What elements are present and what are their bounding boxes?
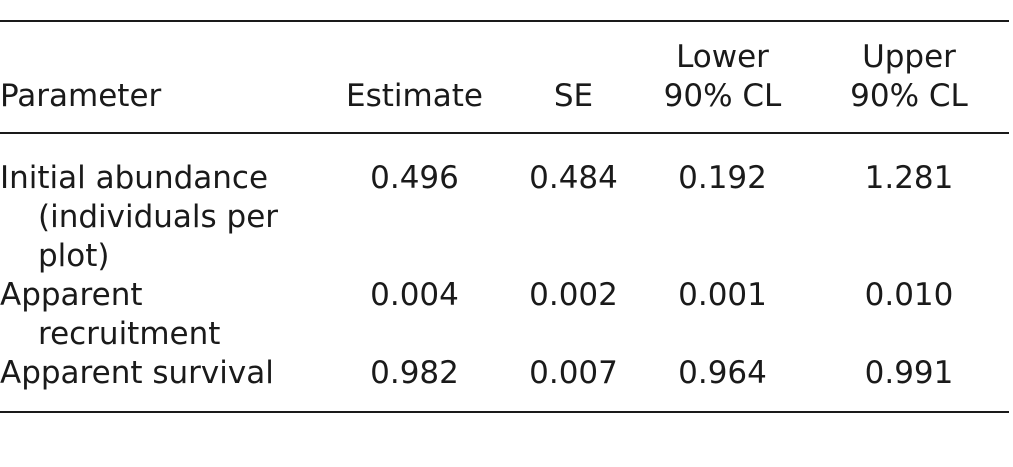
header-estimate: Estimate (346, 78, 483, 114)
top-rule (0, 20, 1009, 22)
header-upper-line1: Upper (862, 39, 956, 75)
header-lower-line2: 90% CL (663, 78, 782, 114)
header-se: SE (553, 78, 594, 114)
row-estimate: 0.496 (370, 160, 459, 196)
table-row: Initial abundance (individuals per plot)… (0, 133, 1009, 276)
header-upper-cl: Upper 90% CL (809, 22, 1009, 133)
row-parameter: Apparent recruitment (0, 277, 221, 352)
row-lower-cl: 0.001 (678, 277, 767, 313)
row-se: 0.007 (529, 355, 618, 391)
estimates-table: Parameter Estimate SE Lower 90% CL Upper… (0, 22, 1009, 411)
row-upper-cl: 1.281 (864, 160, 954, 196)
row-upper-cl: 0.991 (864, 355, 954, 391)
bottom-rule (0, 411, 1009, 413)
row-estimate: 0.004 (370, 277, 459, 313)
row-se: 0.002 (529, 277, 618, 313)
row-lower-cl: 0.964 (678, 355, 767, 391)
table-header: Parameter Estimate SE Lower 90% CL Upper… (0, 22, 1009, 133)
table-row: Apparent recruitment 0.004 0.002 0.001 0… (0, 276, 1009, 354)
row-parameter: Apparent survival (0, 355, 274, 391)
row-lower-cl: 0.192 (678, 160, 767, 196)
header-parameter: Parameter (0, 78, 162, 114)
row-parameter: Initial abundance (individuals per plot) (0, 160, 279, 274)
header-row: Parameter Estimate SE Lower 90% CL Upper… (0, 22, 1009, 133)
row-se: 0.484 (529, 160, 618, 196)
table-body: Initial abundance (individuals per plot)… (0, 133, 1009, 411)
parameter-table: Parameter Estimate SE Lower 90% CL Upper… (0, 20, 1009, 413)
header-lower-cl: Lower 90% CL (636, 22, 809, 133)
row-estimate: 0.982 (370, 355, 459, 391)
header-upper-line2: 90% CL (850, 78, 968, 114)
header-lower-line1: Lower (676, 39, 769, 75)
row-upper-cl: 0.010 (864, 277, 954, 313)
table-row: Apparent survival 0.982 0.007 0.964 0.99… (0, 354, 1009, 411)
